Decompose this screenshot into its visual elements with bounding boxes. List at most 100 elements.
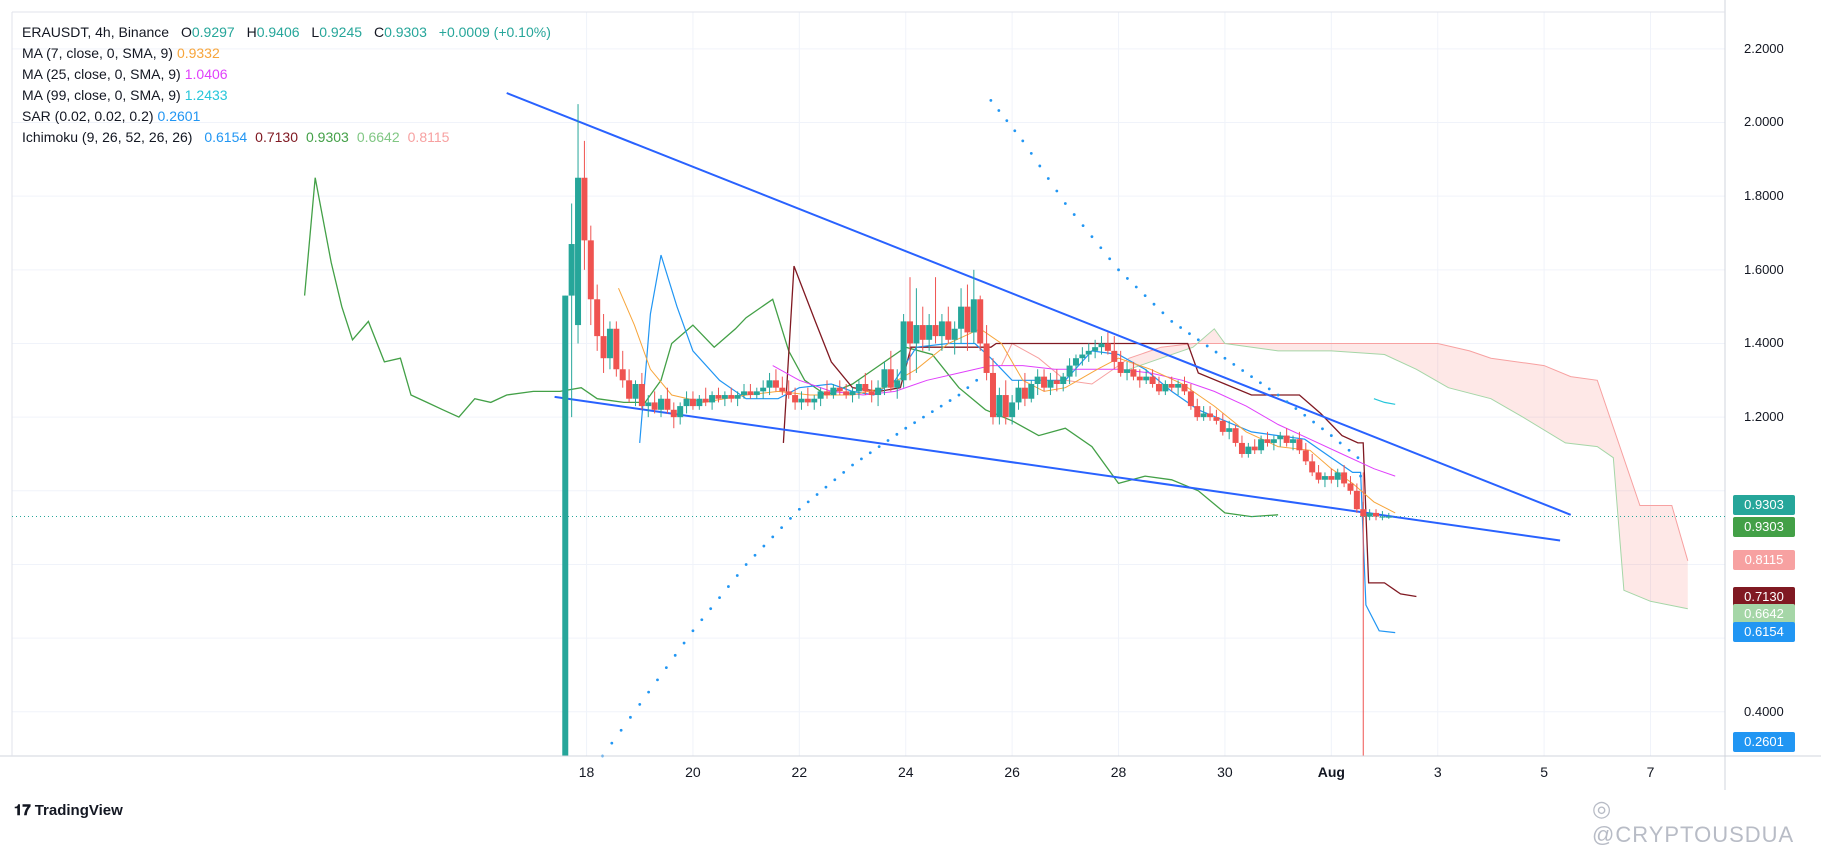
sar-dot [842, 470, 846, 474]
candle-body [1002, 395, 1009, 418]
sar-dot [1285, 400, 1289, 404]
price-badge: 0.6642 [1733, 604, 1795, 625]
candle-body [862, 384, 869, 392]
candle-body [581, 177, 588, 241]
sar-dot [1214, 350, 1218, 354]
candle-body [728, 395, 735, 399]
sar-dot [735, 574, 739, 577]
sar-dot [762, 544, 766, 548]
candle-body [562, 295, 569, 756]
sar-dot [1250, 375, 1253, 379]
candle-body [1117, 361, 1124, 373]
candle-body [875, 387, 882, 396]
candle-body [1238, 442, 1245, 454]
candle-body [1226, 428, 1233, 432]
sar-dot [1303, 413, 1307, 417]
indicator-row[interactable]: MA (25, close, 0, SMA, 9) 1.0406 [22, 64, 551, 85]
candle-body [1187, 391, 1194, 407]
sar-dot [1179, 326, 1182, 329]
candle-body [983, 343, 990, 373]
low-value: 0.9245 [319, 24, 363, 40]
sar-dot [1329, 434, 1333, 437]
sar-dot [638, 703, 642, 706]
sar-dot [709, 607, 713, 611]
tradingview-brand[interactable]: 𝟏𝟕 TradingView [14, 802, 123, 819]
sar-dot [939, 404, 943, 408]
change-value: +0.0009 (+0.10%) [438, 24, 551, 40]
time-tick-label: 5 [1540, 764, 1549, 780]
sar-dot [1170, 319, 1174, 323]
candle-body [1021, 387, 1028, 399]
candle-body [670, 409, 677, 418]
sar-dot [1152, 302, 1156, 306]
sar-dot [1038, 164, 1042, 168]
candle-body [689, 398, 696, 407]
senkou-span-b-line [1129, 328, 1688, 610]
ichimoku-row[interactable]: Ichimoku (9, 26, 52, 26, 26) 0.6154 0.713… [22, 127, 551, 148]
candle-body [1149, 376, 1156, 384]
candle-body [600, 336, 607, 359]
price-tick-label: 0.4000 [1744, 703, 1784, 719]
candle-body [606, 328, 613, 359]
time-tick-label: 26 [1004, 764, 1020, 780]
sar-dot [930, 410, 934, 414]
price-tick-label: 2.2000 [1744, 40, 1784, 56]
indicator-row[interactable]: SAR (0.02, 0.02, 0.2) 0.2601 [22, 106, 551, 127]
chart-grid [12, 12, 1725, 756]
sar-dot [975, 378, 979, 382]
cloud-fill [1129, 328, 1688, 609]
chart-legend: ERAUSDT, 4h, Binance O0.9297 H0.9406 L0.… [22, 22, 551, 148]
indicator-value: 1.2433 [184, 87, 228, 103]
sar-dot [1196, 338, 1200, 342]
indicator-row[interactable]: MA (7, close, 0, SMA, 9) 0.9332 [22, 43, 551, 64]
candle-body [1143, 376, 1150, 381]
indicator-row[interactable]: MA (99, close, 0, SMA, 9) 1.2433 [22, 85, 551, 106]
price-badge: 0.6154 [1733, 622, 1795, 643]
candle-body [1072, 358, 1079, 366]
sar-dot [1063, 202, 1067, 205]
candle-body [1283, 435, 1290, 443]
candle-body [715, 395, 722, 399]
price-tick-label: 1.4000 [1744, 335, 1784, 351]
sar-dot [1188, 332, 1191, 336]
sar-dot [824, 485, 828, 489]
candle-body [658, 398, 665, 410]
candle-body [1028, 384, 1035, 399]
sar-dot [1223, 356, 1227, 360]
price-badge: 0.8115 [1733, 550, 1795, 571]
sar-dot [833, 478, 837, 482]
sar-dot [806, 500, 810, 504]
candle-body [830, 387, 837, 396]
candle-body [645, 402, 652, 407]
candle-body [843, 391, 850, 396]
candle-body [1232, 428, 1239, 443]
candle-body [868, 391, 875, 396]
sar-dot [647, 690, 651, 694]
candle-body [1315, 472, 1322, 480]
sar-dot [886, 439, 890, 442]
candle-body [1347, 483, 1354, 491]
candle-body [1060, 376, 1067, 384]
candle-body [575, 177, 582, 326]
time-tick-label: 3 [1433, 764, 1442, 780]
candle-body [1136, 376, 1143, 381]
sar-dot [789, 517, 792, 520]
sar-dot [1338, 441, 1342, 445]
candle-body [849, 391, 856, 396]
tradingview-logo-icon: 𝟏𝟕 [14, 802, 31, 819]
kijun-line [782, 265, 1417, 598]
sar-dot [966, 386, 970, 390]
sar-dot [1347, 448, 1351, 452]
candle-body [1104, 343, 1111, 351]
sar-dot [610, 741, 614, 745]
candle-body [1366, 512, 1373, 517]
watermark-icon: ◎ [1592, 796, 1613, 821]
candle-body [824, 391, 831, 396]
sar-dot [1081, 224, 1085, 228]
sar-dot [1312, 420, 1315, 424]
candle-body [1379, 516, 1386, 518]
candle-body [1047, 380, 1054, 388]
sar-dot [1013, 129, 1017, 133]
candle-body [1207, 413, 1214, 418]
